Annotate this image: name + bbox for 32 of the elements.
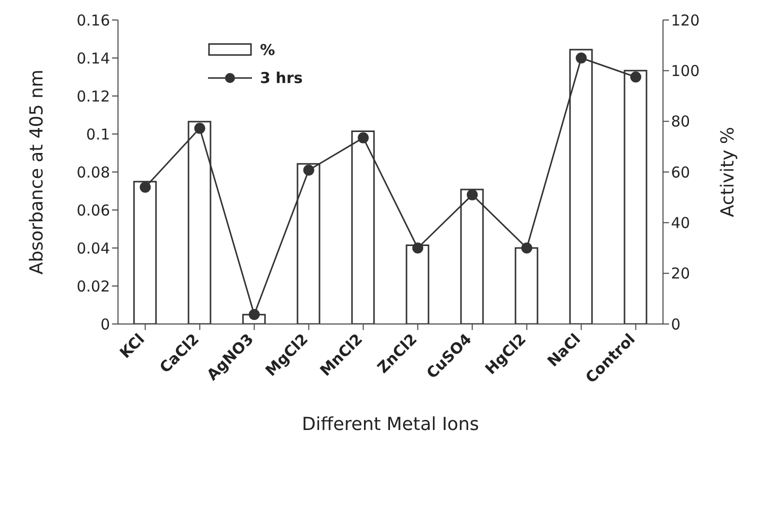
point (194, 122, 206, 134)
y2-tick-label: 40 (671, 214, 690, 232)
point (521, 242, 532, 254)
y-axis-title: Absorbance at 405 nm (26, 70, 48, 274)
y-tick-label: 0.06 (76, 201, 110, 220)
legend-label: % (260, 41, 276, 59)
y2-tick-label: 20 (671, 264, 690, 283)
y-tick-label: 0.12 (76, 87, 110, 106)
y2-tick-label: 0 (671, 315, 681, 334)
y-tick-label: 0 (100, 315, 110, 334)
y2-tick-label: 100 (671, 62, 700, 80)
y-tick-label: 0.14 (76, 49, 110, 68)
x-tick-label: KCl (116, 330, 148, 362)
point (630, 72, 642, 82)
point (466, 189, 478, 200)
y2-axis-title: Activity % (717, 126, 738, 218)
y-tick-label: 0.08 (76, 163, 110, 182)
legend-label: 3 hrs (260, 69, 303, 87)
point (576, 52, 587, 64)
y-tick-label: 0.04 (76, 239, 110, 258)
y2-tick-label: 60 (671, 163, 690, 182)
point (412, 242, 424, 254)
y-tick-label: 0.1 (86, 125, 110, 144)
y-tick-label: 0.02 (76, 277, 110, 296)
y2-tick-label: 80 (671, 112, 690, 131)
y2-tick-label: 120 (671, 11, 700, 30)
x-axis-title: Different Metal Ions (302, 414, 480, 435)
point (358, 132, 369, 144)
point (140, 182, 151, 193)
point (248, 309, 260, 320)
point (303, 164, 314, 176)
y-tick-label: 0.16 (76, 11, 110, 30)
